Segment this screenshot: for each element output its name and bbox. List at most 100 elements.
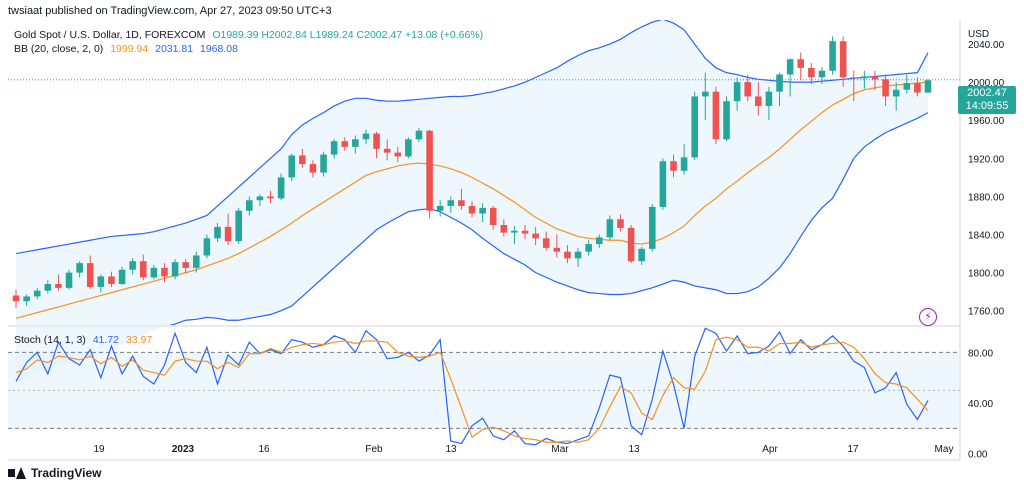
stoch-tick-label: 80.00 <box>968 348 993 359</box>
bollinger-band-fill <box>16 19 928 383</box>
price-tick-label: 1920.00 <box>968 154 1005 165</box>
candle-body <box>447 200 455 206</box>
candle-body <box>564 251 571 259</box>
stoch-tick-label: 40.00 <box>968 399 993 410</box>
candle-body <box>659 161 667 207</box>
candle-body <box>542 238 550 248</box>
price-axis-unit: USD <box>968 29 989 40</box>
candle-body <box>670 161 677 171</box>
time-tick-label: 19 <box>93 444 105 455</box>
candle-body <box>882 79 889 97</box>
candle-body <box>33 290 41 297</box>
candle-body <box>574 251 582 259</box>
time-tick-label: 13 <box>628 444 640 455</box>
bb-basis-value: 1999.94 <box>110 43 149 55</box>
candle-body <box>871 76 879 80</box>
candle-body <box>818 70 826 78</box>
candle-body <box>786 59 794 75</box>
candle-body <box>299 155 306 165</box>
time-tick-label: May <box>935 444 954 455</box>
price-tick-label: 1960.00 <box>968 116 1005 127</box>
lightning-icon[interactable]: ⚡ <box>919 308 937 326</box>
candle-body <box>723 101 730 140</box>
tradingview-logo-icon <box>8 467 26 479</box>
candle-body <box>405 139 412 157</box>
candle-body <box>892 89 900 97</box>
stoch-legend: Stoch (14, 1, 3) 41.72 33.97 <box>14 334 156 346</box>
bollinger-upper-line <box>15 20 929 255</box>
tradingview-footer: TradingView <box>8 466 101 480</box>
candle-body <box>839 41 847 78</box>
stoch-tick-label: 0.00 <box>968 450 988 461</box>
candle-body <box>617 219 624 228</box>
candle-body <box>924 80 932 93</box>
candle-body <box>118 269 126 285</box>
candle-body <box>23 296 30 302</box>
stoch-k-line <box>15 327 929 446</box>
candle-body <box>182 262 189 268</box>
bar-countdown: 14:09:55 <box>965 100 1009 112</box>
time-tick-label: 16 <box>258 444 270 455</box>
bb-lower-value: 1968.08 <box>200 43 238 55</box>
stoch-title[interactable]: Stoch (14, 1, 3) <box>14 334 86 346</box>
candle-body <box>850 77 858 79</box>
candle-body <box>733 82 741 102</box>
candle-body <box>256 196 264 201</box>
time-tick-label: 2023 <box>172 444 195 455</box>
candle-body <box>468 205 476 214</box>
candle-body <box>277 177 285 199</box>
candle-body <box>383 148 391 153</box>
price-tick-label: 1800.00 <box>968 269 1005 280</box>
candle-body <box>606 219 614 238</box>
symbol-title[interactable]: Gold Spot / U.S. Dollar, 1D, FOREXCOM <box>14 29 206 41</box>
candle-body <box>55 284 62 288</box>
candle-body <box>511 230 518 233</box>
candle-body <box>808 67 815 78</box>
last-price-tag: 2002.47 14:09:55 <box>958 86 1016 114</box>
candle-body <box>755 96 762 106</box>
candle-body <box>12 295 20 302</box>
candle-body <box>309 164 317 173</box>
stoch-d-value: 33.97 <box>125 334 153 346</box>
candle-body <box>320 154 327 173</box>
price-tick-label: 2040.00 <box>968 40 1005 51</box>
candle-body <box>330 141 338 155</box>
candle-body <box>129 261 136 270</box>
ohlc-values: O1989.39 H2002.84 L1989.24 C2002.47 +13.… <box>212 29 484 41</box>
candle-body <box>86 263 94 287</box>
stoch-k-value: 41.72 <box>92 334 119 346</box>
candle-body <box>914 83 921 93</box>
candle-body <box>97 276 105 287</box>
bb-legend: BB (20, close, 2, 0) 1999.94 2031.81 196… <box>14 43 242 55</box>
candle-body <box>394 152 402 157</box>
candle-body <box>458 200 465 206</box>
main-legend: Gold Spot / U.S. Dollar, 1D, FOREXCOM O1… <box>14 29 487 41</box>
candle-body <box>680 157 688 171</box>
time-tick-label: 13 <box>445 444 457 455</box>
candle-body <box>829 41 836 71</box>
candle-body <box>765 91 773 106</box>
candle-body <box>489 207 497 225</box>
bollinger-basis-line <box>15 81 929 319</box>
candle-body <box>627 227 635 262</box>
candle-body <box>65 272 73 288</box>
bb-title[interactable]: BB (20, close, 2, 0) <box>14 43 104 55</box>
candle-body <box>691 96 698 158</box>
last-price-value: 2002.47 <box>967 87 1007 99</box>
candle-body <box>373 133 380 149</box>
candle-body <box>76 263 83 273</box>
candle-body <box>648 206 656 249</box>
time-tick-label: 17 <box>847 444 859 455</box>
candle-body <box>436 205 444 211</box>
candle-body <box>521 230 529 234</box>
candle-body <box>267 196 274 199</box>
candle-body <box>150 267 158 278</box>
price-tick-label: 1840.00 <box>968 231 1005 242</box>
bollinger-lower-line <box>169 112 929 325</box>
candle-body <box>595 237 603 245</box>
candle-body <box>214 226 221 239</box>
candle-body <box>500 225 508 233</box>
candle-body <box>532 233 539 239</box>
candle-body <box>638 248 645 262</box>
